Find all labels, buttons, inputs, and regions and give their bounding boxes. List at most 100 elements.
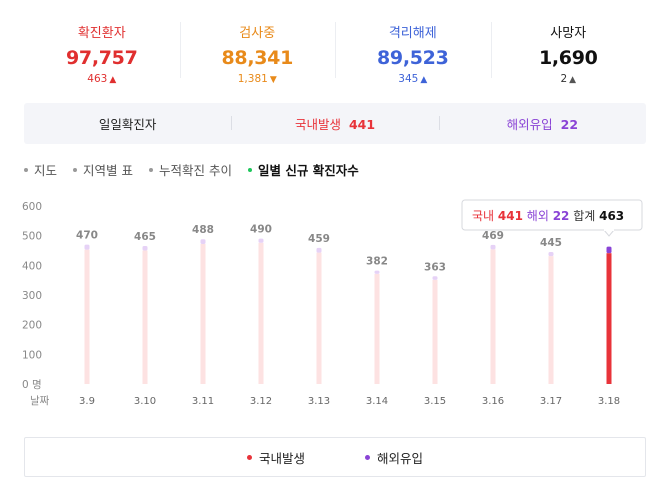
tooltip-text: 국내 441 해외 22 합계 463 bbox=[472, 209, 624, 223]
stat-delta-number: 345 bbox=[398, 73, 419, 85]
y-tick-label: 600 bbox=[22, 201, 42, 213]
stat-label: 격리해제 bbox=[388, 26, 437, 41]
stat-testing[interactable]: 검사중 88,341 1,381 ▼ bbox=[179, 14, 336, 94]
x-tick-label: 3.18 bbox=[598, 396, 620, 407]
bar-domestic bbox=[548, 256, 554, 384]
stats-summary: 확진환자 97,757 463 ▲ 검사중 88,341 1,381 ▼ 격리해제 … bbox=[24, 14, 646, 94]
x-tick-label: 3.12 bbox=[250, 396, 272, 407]
tab-label: 누적확진 추이 bbox=[159, 163, 232, 178]
bar-value-label: 470 bbox=[76, 230, 98, 242]
bar-overseas bbox=[142, 246, 148, 251]
bar-overseas bbox=[316, 247, 322, 253]
bar-overseas bbox=[200, 239, 206, 244]
bar-domestic bbox=[142, 250, 148, 384]
domestic-value: 441 bbox=[348, 117, 376, 132]
stat-released[interactable]: 격리해제 89,523 345 ▲ bbox=[335, 14, 491, 94]
bar-overseas bbox=[548, 251, 554, 257]
y-tick-label: 400 bbox=[22, 260, 42, 272]
bar-domestic bbox=[490, 249, 496, 384]
tab-region-table[interactable]: 지역별 표 bbox=[73, 160, 133, 179]
daily-confirmed-label: 일일확진자 bbox=[98, 117, 157, 132]
bar-domestic bbox=[432, 279, 438, 384]
tooltip-pointer-mask bbox=[604, 228, 614, 231]
tooltip-box bbox=[461, 199, 643, 231]
tab-daily-new[interactable]: 일별 신규 확진자수 bbox=[247, 160, 359, 179]
bar-overseas bbox=[490, 244, 496, 250]
x-tick-label: 3.10 bbox=[134, 396, 156, 407]
bar-value-label: 469 bbox=[482, 230, 504, 242]
triangle-down-icon: ▼ bbox=[269, 75, 277, 85]
bar-domestic bbox=[606, 253, 612, 384]
x-tick-label: 3.13 bbox=[308, 396, 330, 407]
bar-overseas bbox=[606, 246, 612, 254]
bar-value-label: 363 bbox=[424, 261, 446, 273]
legend-item-overseas[interactable]: 해외유입 bbox=[365, 448, 423, 467]
stat-confirmed[interactable]: 확진환자 97,757 463 ▲ bbox=[24, 14, 180, 94]
x-tick-label: 3.16 bbox=[482, 396, 504, 407]
triangle-up-icon: ▲ bbox=[569, 75, 577, 85]
domestic-label: 국내발생 bbox=[294, 117, 341, 132]
y-tick-label: 200 bbox=[22, 320, 42, 332]
overseas-value: 22 bbox=[560, 117, 579, 132]
legend-label: 해외유입 bbox=[377, 450, 424, 466]
bar-domestic bbox=[258, 242, 264, 384]
bar-overseas bbox=[432, 276, 438, 280]
stat-value: 89,523 bbox=[376, 47, 449, 69]
stat-delta: 463 ▲ bbox=[24, 73, 180, 85]
daily-cases-chart: 600 500 400 300 200 100 0 명날짜 470 3.9 465 3.10 488 3… bbox=[22, 199, 643, 407]
tab-label: 지역별 표 bbox=[83, 163, 133, 178]
triangle-up-icon: ▲ bbox=[109, 75, 117, 85]
tooltip-pointer bbox=[603, 229, 615, 237]
legend-label: 국내발생 bbox=[258, 450, 305, 466]
bullet-icon bbox=[73, 167, 78, 172]
tab-map[interactable]: 지도 bbox=[24, 160, 57, 179]
bar-overseas bbox=[258, 238, 264, 243]
stat-value: 97,757 bbox=[65, 47, 138, 69]
bar-value-label: 382 bbox=[366, 256, 388, 268]
bar-value-label: 488 bbox=[192, 224, 214, 236]
y-tick-label: 500 bbox=[22, 231, 42, 243]
x-tick-label: 3.17 bbox=[540, 396, 562, 407]
x-tick-label: 3.15 bbox=[424, 396, 446, 407]
tab-label: 일별 신규 확진자수 bbox=[257, 163, 359, 178]
stat-label: 사망자 bbox=[550, 26, 587, 41]
stat-value: 1,690 bbox=[538, 47, 598, 69]
x-tick-label: 3.11 bbox=[192, 396, 214, 407]
daily-breakdown: 일일확진자 국내발생 441 해외유입 22 bbox=[24, 103, 646, 144]
bar-value-label: 459 bbox=[308, 233, 330, 245]
triangle-up-icon: ▲ bbox=[420, 75, 428, 85]
tab-label: 지도 bbox=[34, 163, 58, 178]
legend-dot bbox=[246, 454, 252, 460]
legend-item-domestic[interactable]: 국내발생 bbox=[246, 448, 305, 467]
chart-legend: 국내발생 해외유입 bbox=[24, 437, 646, 477]
stat-delta: 2 ▲ bbox=[491, 73, 647, 85]
x-tick-label: 3.9 bbox=[79, 396, 95, 407]
bullet-icon bbox=[24, 167, 28, 172]
stat-delta-number: 2 bbox=[560, 73, 568, 85]
bar-domestic bbox=[374, 273, 380, 384]
legend-dot bbox=[365, 454, 370, 460]
overseas-label: 해외유입 bbox=[506, 117, 553, 132]
x-tick-label: 3.14 bbox=[366, 396, 388, 407]
y-tick-label: 300 bbox=[22, 290, 42, 302]
bar-domestic bbox=[200, 243, 206, 384]
bar-value-label: 490 bbox=[250, 224, 272, 236]
tab-cumulative-trend[interactable]: 누적확진 추이 bbox=[149, 160, 232, 179]
stat-deaths[interactable]: 사망자 1,690 2 ▲ bbox=[490, 14, 647, 94]
stat-value: 88,341 bbox=[221, 47, 294, 69]
bar-overseas bbox=[374, 270, 380, 274]
bullet-icon bbox=[247, 167, 252, 172]
bar-overseas bbox=[84, 244, 90, 250]
y-tick-label: 0 명 bbox=[22, 379, 42, 391]
domestic-cases: 국내발생 441 bbox=[231, 114, 438, 133]
chart-tabs: 지도 지역별 표 누적확진 추이 일별 신규 확진자수 bbox=[24, 160, 375, 179]
stat-label: 검사중 bbox=[239, 26, 276, 41]
overseas-cases: 해외유입 22 bbox=[438, 114, 646, 133]
bar-domestic bbox=[84, 249, 90, 384]
bar-value-label: 465 bbox=[134, 231, 156, 243]
stat-delta: 1,381 ▼ bbox=[180, 73, 336, 85]
stat-delta-number: 463 bbox=[87, 73, 108, 85]
stat-label: 확진환자 bbox=[77, 26, 126, 41]
bar-domestic bbox=[316, 252, 322, 384]
x-axis-label: 날짜 bbox=[30, 395, 50, 407]
